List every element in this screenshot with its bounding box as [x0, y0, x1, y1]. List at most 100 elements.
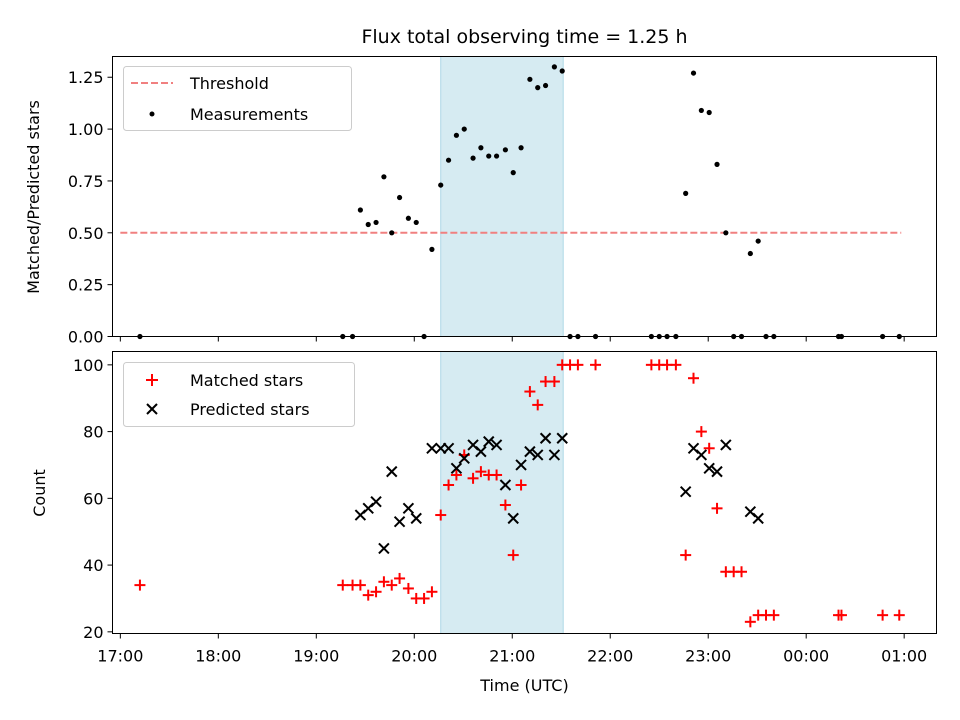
- measurement-point: [373, 219, 379, 226]
- matched-star-point: [877, 609, 889, 621]
- bottom-y-tick-label: 80: [83, 423, 103, 442]
- measurement-point: [461, 126, 467, 132]
- matched-star-point: [768, 609, 780, 621]
- matched-star-point: [354, 579, 366, 591]
- predicted-star-point: [483, 435, 495, 448]
- bottom-x-ticks: 17:00 18:00 19:00 20:00 21:00 22:00 23:00 00:00…: [97, 633, 927, 666]
- top-panel: 0.00 0.25 0.50 0.75 1.00 1.25 Matched/Predict…: [24, 56, 937, 347]
- top-y-tick-label: 0.50: [68, 224, 104, 243]
- legend-predicted-swatch: [146, 403, 158, 415]
- matched-star-point: [703, 442, 715, 454]
- legend-measurements-swatch: [149, 111, 155, 117]
- top-y-ticks: 0.00 0.25 0.50 0.75 1.00 1.25: [68, 68, 113, 347]
- matched-star-point: [548, 376, 560, 388]
- measurement-point: [559, 68, 565, 74]
- bottom-y-ticks: 20 40 60 80 100: [73, 356, 113, 642]
- predicted-star-point: [532, 449, 544, 461]
- measurement-point: [486, 153, 492, 159]
- predicted-star-point: [393, 515, 406, 528]
- bottom-axes-frame: [112, 351, 937, 634]
- bottom-x-tick-label: 23:00: [685, 647, 731, 666]
- matched-star-point: [893, 609, 905, 621]
- predicted-star-point: [703, 462, 715, 475]
- predicted-star-point: [442, 442, 455, 454]
- matched-star-point: [695, 426, 707, 438]
- bottom-y-tick-label: 40: [83, 556, 103, 575]
- bottom-x-tick-label: 01:00: [881, 647, 927, 666]
- measurement-point: [365, 221, 371, 228]
- matched-star-point: [680, 549, 692, 561]
- predicted-star-point: [679, 485, 692, 498]
- measurement-point: [389, 230, 395, 236]
- measurement-point: [413, 219, 419, 226]
- matched-star-point: [450, 469, 462, 481]
- matched-star-point: [572, 359, 584, 371]
- measurement-point: [453, 132, 460, 138]
- bottom-y-tick-label: 20: [83, 623, 103, 642]
- measurement-point: [493, 153, 500, 159]
- matched-star-point: [491, 469, 503, 481]
- bottom-legend: Matched stars Predicted stars: [123, 362, 355, 427]
- matched-star-point: [337, 579, 349, 591]
- measurement-point: [723, 230, 729, 236]
- matched-star-point: [426, 586, 438, 598]
- legend-matched-swatch: [146, 374, 158, 386]
- matched-star-point: [532, 399, 544, 411]
- top-x-ticks: [119, 336, 905, 342]
- top-y-tick-label: 0.75: [68, 172, 104, 191]
- matched-star-point: [467, 472, 479, 484]
- measurement-point: [747, 250, 753, 257]
- matched-star-point: [744, 616, 756, 628]
- legend-threshold-label: Threshold: [189, 74, 269, 93]
- matched-star-point: [524, 386, 536, 398]
- chart-title: Flux total observing time = 1.25 h: [361, 26, 687, 48]
- predicted-star-point: [720, 439, 732, 451]
- matched-star-point: [370, 586, 382, 598]
- legend-measurements-label: Measurements: [190, 105, 308, 124]
- bottom-highlight-band: [440, 351, 564, 634]
- matched-star-point: [378, 576, 390, 588]
- measurement-point: [381, 174, 387, 180]
- matched-star-point: [507, 549, 519, 561]
- predicted-star-point: [458, 452, 470, 465]
- measurement-point: [535, 85, 541, 91]
- measurement-point: [357, 207, 363, 213]
- predicted-star-point: [450, 462, 463, 475]
- matched-star-point: [402, 582, 414, 594]
- matched-star-point: [499, 499, 511, 511]
- matched-star-point: [386, 579, 398, 591]
- predicted-star-point: [378, 542, 390, 555]
- measurement-point: [542, 82, 549, 89]
- matched-star-point: [835, 609, 847, 621]
- top-axes-frame: [112, 56, 937, 337]
- predicted-star-point: [402, 502, 415, 515]
- predicted-star-point: [752, 512, 764, 525]
- top-y-axis-label: Matched/Predicted stars: [24, 100, 43, 294]
- measurement-point: [683, 190, 689, 196]
- predicted-star-point: [548, 449, 561, 461]
- matched-star-point: [736, 566, 748, 578]
- predicted-star-point: [556, 432, 568, 444]
- matched-star-point: [134, 579, 146, 591]
- predicted-star-point: [410, 512, 422, 525]
- top-legend-box: [123, 66, 352, 131]
- top-y-tick-label: 0.00: [68, 328, 104, 347]
- matched-star-point: [670, 359, 682, 371]
- measurement-point: [478, 145, 484, 151]
- bottom-y-tick-label: 100: [73, 356, 104, 375]
- measurement-point: [690, 70, 697, 76]
- measurement-point: [551, 64, 557, 70]
- measurement-point: [429, 246, 435, 252]
- matched-star-point: [590, 359, 602, 371]
- measurement-point: [518, 145, 524, 151]
- predicted-star-point: [426, 442, 438, 454]
- predicted-star-point: [499, 479, 512, 491]
- bottom-legend-box: [123, 362, 355, 427]
- matched-star-point: [435, 509, 447, 521]
- predicted-star-point: [386, 465, 398, 478]
- bottom-panel: 20 40 60 80 100 17:00 18:00 19:00 20:00 21:00 22:…: [30, 351, 937, 695]
- matched-star-point: [711, 502, 723, 514]
- matched-stars-points: [134, 359, 905, 628]
- legend-predicted-label: Predicted stars: [190, 400, 310, 419]
- legend-matched-label: Matched stars: [190, 371, 303, 390]
